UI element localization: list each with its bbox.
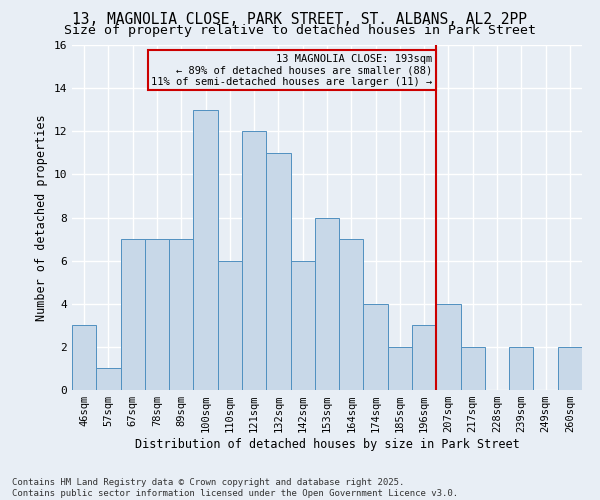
Bar [169, 239, 193, 390]
Bar [558, 347, 582, 390]
Text: 13, MAGNOLIA CLOSE, PARK STREET, ST. ALBANS, AL2 2PP: 13, MAGNOLIA CLOSE, PARK STREET, ST. ALB… [73, 12, 527, 28]
Bar [339, 239, 364, 390]
Bar [290, 260, 315, 390]
Bar [193, 110, 218, 390]
Text: 13 MAGNOLIA CLOSE: 193sqm
← 89% of detached houses are smaller (88)
11% of semi-: 13 MAGNOLIA CLOSE: 193sqm ← 89% of detac… [151, 54, 433, 87]
Bar [96, 368, 121, 390]
Y-axis label: Number of detached properties: Number of detached properties [35, 114, 48, 321]
Bar [509, 347, 533, 390]
Bar [388, 347, 412, 390]
Bar [364, 304, 388, 390]
Bar [242, 131, 266, 390]
Bar [315, 218, 339, 390]
Bar [266, 153, 290, 390]
X-axis label: Distribution of detached houses by size in Park Street: Distribution of detached houses by size … [134, 438, 520, 451]
Text: Contains HM Land Registry data © Crown copyright and database right 2025.
Contai: Contains HM Land Registry data © Crown c… [12, 478, 458, 498]
Bar [461, 347, 485, 390]
Bar [412, 326, 436, 390]
Bar [72, 326, 96, 390]
Bar [121, 239, 145, 390]
Bar [218, 260, 242, 390]
Bar [436, 304, 461, 390]
Bar [145, 239, 169, 390]
Text: Size of property relative to detached houses in Park Street: Size of property relative to detached ho… [64, 24, 536, 37]
